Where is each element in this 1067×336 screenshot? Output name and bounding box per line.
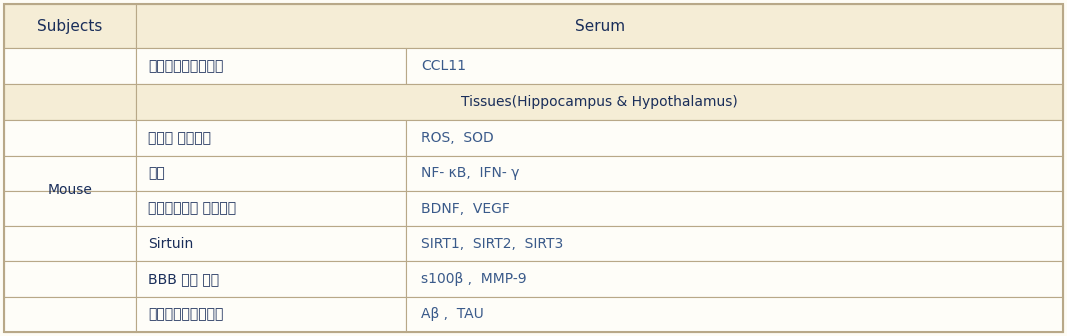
Bar	[407, 191, 1063, 226]
Bar	[407, 120, 1063, 156]
Text: SIRT1,  SIRT2,  SIRT3: SIRT1, SIRT2, SIRT3	[421, 237, 563, 251]
Bar	[4, 120, 137, 156]
Bar	[407, 261, 1063, 297]
Bar	[137, 261, 407, 297]
Bar	[137, 297, 407, 332]
Bar	[137, 4, 1063, 48]
Text: Aβ ,  TAU: Aβ , TAU	[421, 307, 484, 321]
Text: 신경퇴행성질환지표: 신경퇴행성질환지표	[148, 59, 224, 73]
Bar	[407, 48, 1063, 84]
Text: Sirtuin: Sirtuin	[148, 237, 193, 251]
Bar	[4, 261, 137, 297]
Text: Mouse: Mouse	[48, 183, 93, 197]
Bar	[407, 156, 1063, 191]
Bar	[137, 156, 407, 191]
Text: Tissues(Hippocampus & Hypothalamus): Tissues(Hippocampus & Hypothalamus)	[461, 95, 738, 110]
Text: NF- κB,  IFN- γ: NF- κB, IFN- γ	[421, 166, 520, 180]
Bar	[407, 226, 1063, 261]
Bar	[4, 4, 137, 48]
Text: s100β ,  MMP-9: s100β , MMP-9	[421, 272, 527, 286]
Bar	[4, 226, 137, 261]
Text: 산화적 스트레스: 산화적 스트레스	[148, 131, 211, 145]
Text: 염증: 염증	[148, 166, 165, 180]
Bar	[137, 48, 407, 84]
Bar	[137, 226, 407, 261]
Text: 신경퇴행성질환지표: 신경퇴행성질환지표	[148, 307, 224, 321]
Bar	[4, 48, 137, 84]
Bar	[137, 120, 407, 156]
Bar	[4, 191, 137, 226]
Text: CCL11: CCL11	[421, 59, 466, 73]
Text: 신경세포관련 성장인자: 신경세포관련 성장인자	[148, 202, 237, 216]
Bar	[137, 84, 1063, 120]
Text: BBB 손상 지표: BBB 손상 지표	[148, 272, 220, 286]
Bar	[407, 297, 1063, 332]
Bar	[4, 84, 137, 120]
Bar	[4, 156, 137, 191]
Text: Subjects: Subjects	[37, 18, 102, 34]
Bar	[4, 297, 137, 332]
Text: ROS,  SOD: ROS, SOD	[421, 131, 494, 145]
Text: Serum: Serum	[575, 18, 625, 34]
Text: BDNF,  VEGF: BDNF, VEGF	[421, 202, 510, 216]
Bar	[137, 191, 407, 226]
